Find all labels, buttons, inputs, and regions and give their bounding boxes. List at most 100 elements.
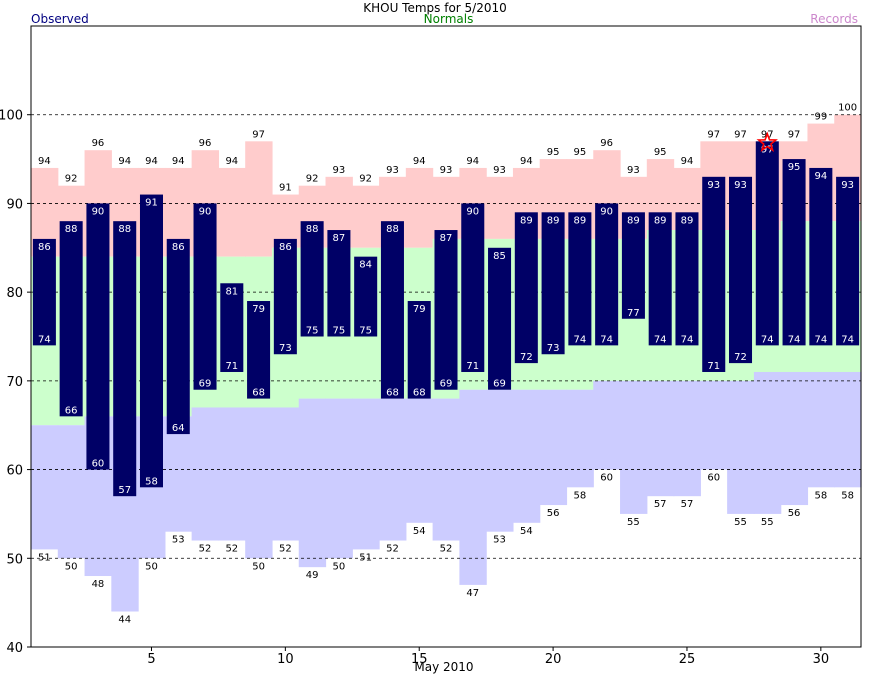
- observed-low-label: 60: [92, 459, 105, 470]
- observed-low-label: 74: [654, 334, 667, 345]
- record-low-label: 52: [386, 544, 399, 555]
- observed-bar: [166, 238, 190, 435]
- observed-high-label: 84: [359, 260, 372, 271]
- record-low-band: [352, 398, 380, 550]
- record-low-label: 58: [574, 490, 587, 501]
- observed-high-label: 90: [199, 206, 212, 217]
- record-high-band: [486, 176, 514, 239]
- record-high-label: 97: [252, 129, 265, 140]
- observed-bar: [32, 238, 56, 346]
- observed-low-label: 71: [707, 361, 720, 372]
- observed-low-label: 74: [38, 334, 51, 345]
- record-low-band: [164, 416, 193, 532]
- record-low-label: 56: [788, 508, 801, 519]
- observed-low-label: 75: [306, 326, 319, 337]
- record-low-band: [646, 380, 675, 497]
- observed-bar: [782, 159, 806, 346]
- record-low-label: 55: [761, 517, 774, 528]
- x-tick-label: 10: [277, 652, 294, 667]
- observed-low-label: 75: [333, 326, 346, 337]
- observed-high-label: 89: [681, 215, 694, 226]
- observed-bar: [220, 283, 244, 372]
- record-high-band: [218, 167, 246, 257]
- record-low-label: 52: [440, 544, 453, 555]
- y-tick-label: 50: [6, 552, 23, 567]
- observed-bar: [702, 176, 726, 372]
- record-low-label: 53: [493, 535, 506, 546]
- record-high-label: 97: [734, 129, 747, 140]
- observed-high-label: 86: [38, 242, 51, 253]
- observed-low-label: 77: [627, 308, 640, 319]
- record-low-band: [298, 398, 327, 568]
- observed-high-label: 93: [841, 180, 854, 191]
- observed-high-label: 88: [306, 224, 319, 235]
- record-low-band: [539, 389, 568, 506]
- observed-bar: [59, 221, 83, 417]
- record-low-label: 60: [600, 473, 613, 484]
- record-high-label: 94: [520, 156, 533, 167]
- record-high-band: [432, 176, 460, 239]
- record-high-label: 92: [65, 174, 78, 185]
- record-low-label: 48: [92, 579, 105, 590]
- y-tick-label: 70: [6, 375, 23, 390]
- observed-bar: [729, 176, 753, 364]
- plot-frame: [30, 25, 862, 648]
- record-low-band: [593, 380, 621, 470]
- observed-bars-layer: [32, 141, 860, 497]
- observed-bar: [621, 212, 645, 319]
- record-low-label: 57: [654, 499, 667, 510]
- observed-bar: [434, 230, 458, 390]
- record-low-band: [834, 371, 862, 488]
- observed-low-label: 72: [520, 352, 533, 363]
- observed-high-label: 88: [65, 224, 78, 235]
- observed-high-label: 90: [92, 206, 105, 217]
- axes-layer: 40 50 60 70 80 90 100 5 10 15 20 25 30 May 2010: [0, 109, 829, 674]
- record-low-band: [512, 389, 541, 523]
- observed-high-label: 95: [788, 162, 801, 173]
- record-low-label: 60: [707, 473, 720, 484]
- record-high-label: 97: [707, 129, 720, 140]
- record-low-label: 57: [681, 499, 694, 510]
- labels-layer: 94 51 86 74 92 50 88 66 96 48 90 60 94 44 88 57 94 50 91 58…: [38, 103, 857, 626]
- record-high-label: 95: [574, 147, 587, 158]
- observed-bar: [113, 221, 137, 497]
- observed-bar: [300, 221, 324, 337]
- record-low-band: [753, 371, 782, 514]
- observed-low-label: 74: [600, 334, 613, 345]
- observed-high-label: 87: [440, 233, 453, 244]
- observed-bar: [836, 176, 860, 346]
- record-low-band: [31, 425, 59, 550]
- observed-high-label: 81: [225, 286, 238, 297]
- record-low-label: 58: [814, 490, 827, 501]
- record-high-label: 97: [788, 129, 801, 140]
- record-low-band: [271, 407, 300, 541]
- legend-normals: Normals: [423, 12, 474, 26]
- observed-low-label: 69: [199, 379, 212, 390]
- record-high-label: 93: [627, 165, 640, 176]
- x-tick-label: 5: [147, 652, 155, 667]
- record-high-label: 94: [145, 156, 158, 167]
- record-low-band: [780, 371, 809, 506]
- x-tick-label: 30: [813, 652, 830, 667]
- y-tick-label: 80: [6, 286, 23, 301]
- record-low-label: 52: [279, 544, 292, 555]
- observed-bar: [595, 203, 619, 346]
- record-low-label: 51: [359, 552, 372, 563]
- record-low-band: [807, 371, 835, 488]
- record-low-label: 47: [466, 588, 479, 599]
- record-high-label: 94: [225, 156, 238, 167]
- y-tick-label: 40: [6, 641, 23, 656]
- observed-low-label: 74: [788, 334, 801, 345]
- observed-low-label: 64: [172, 423, 185, 434]
- observed-high-label: 90: [466, 206, 479, 217]
- observed-low-label: 72: [734, 352, 747, 363]
- record-high-band: [352, 185, 380, 248]
- observed-bar: [407, 301, 431, 399]
- observed-bar: [247, 301, 271, 399]
- record-low-band: [673, 380, 701, 497]
- observed-low-label: 74: [761, 334, 774, 345]
- record-high-label: 94: [172, 156, 185, 167]
- observed-bar: [675, 212, 699, 346]
- observed-high-label: 93: [707, 180, 720, 191]
- observed-bar: [755, 141, 779, 346]
